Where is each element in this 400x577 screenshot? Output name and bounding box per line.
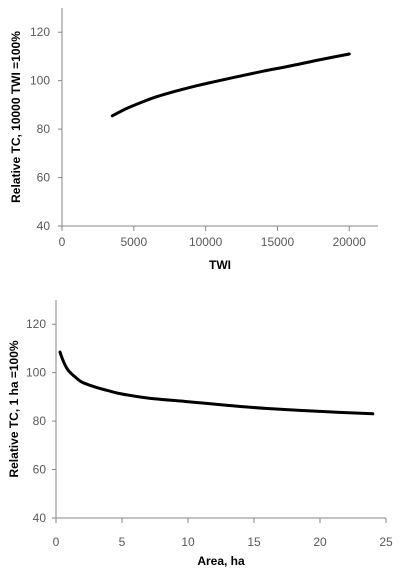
chart-twi: 40 60 80 100 120 0 5000 10000 15000 20000 TWI Re… (9, 8, 378, 272)
chart-area-y-ticks: 40 60 80 100 120 (26, 317, 56, 525)
chart-twi-y-ticks: 40 60 80 100 120 (30, 25, 62, 233)
chart-twi-x-tick-label: 20000 (333, 235, 367, 249)
chart-twi-x-axis-title: TWI (209, 258, 231, 272)
chart-area-y-tick-label: 80 (33, 414, 47, 428)
chart-area-x-tick-label: 0 (53, 535, 60, 549)
chart-area-y-tick-label: 120 (26, 317, 46, 331)
chart-twi-y-tick-label: 100 (30, 74, 50, 88)
chart-area-x-tick-label: 10 (181, 535, 195, 549)
chart-twi-x-tick-label: 5000 (120, 235, 147, 249)
chart-area-x-ticks: 0 5 10 15 20 25 (53, 518, 393, 549)
chart-area-y-tick-label: 40 (33, 511, 47, 525)
chart-twi-y-tick-label: 40 (37, 219, 51, 233)
chart-area-y-tick-label: 60 (33, 463, 47, 477)
chart-area-x-tick-label: 20 (313, 535, 327, 549)
chart-twi-series-line (110, 52, 351, 118)
chart-twi-y-tick-label: 60 (37, 171, 51, 185)
chart-area-x-tick-label: 15 (247, 535, 261, 549)
chart-twi-x-ticks: 0 5000 10000 15000 20000 (59, 226, 367, 249)
chart-twi-y-tick-label: 80 (37, 122, 51, 136)
chart-twi-x-tick-label: 10000 (189, 235, 223, 249)
chart-twi-y-axis-title: Relative TC, 10000 TWI =100% (9, 31, 23, 203)
chart-twi-x-tick-label: 15000 (261, 235, 295, 249)
chart-area-y-tick-label: 100 (26, 366, 46, 380)
chart-area-x-axis-title: Area, ha (197, 554, 245, 568)
chart-area: 40 60 80 100 120 0 5 10 15 20 25 Area, ha Relativ… (7, 300, 393, 568)
chart-area-series-line (58, 350, 375, 416)
chart-area-x-tick-label: 25 (379, 535, 393, 549)
chart-twi-y-tick-label: 120 (30, 25, 50, 39)
chart-twi-x-tick-label: 0 (59, 235, 66, 249)
chart-area-y-axis-title: Relative TC, 1 ha =100% (7, 340, 21, 477)
chart-area-x-tick-label: 5 (119, 535, 126, 549)
